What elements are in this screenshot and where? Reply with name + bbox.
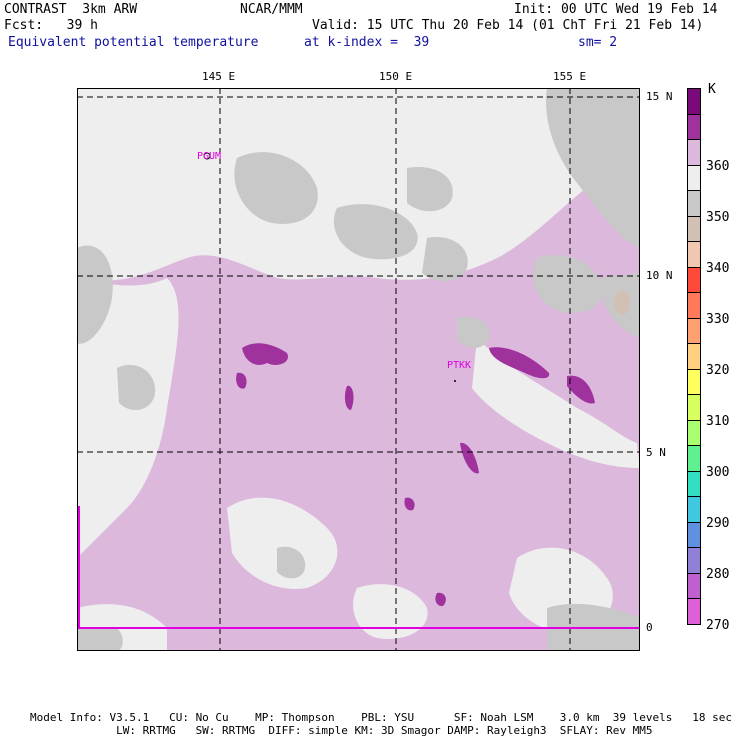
colorbar-swatch: [687, 419, 701, 446]
lon-label-145: 145 E: [202, 70, 236, 83]
lat-label-10n: 10 N: [646, 269, 673, 282]
colorbar-swatch: [687, 547, 701, 574]
colorbar-swatch: [687, 368, 701, 395]
colorbar-swatch: [687, 343, 701, 370]
colorbar-swatch: [687, 113, 701, 140]
tan-spot: [614, 291, 630, 315]
model-info-line2: LW: RRTMG SW: RRTMG DIFF: simple KM: 3D …: [30, 724, 653, 737]
colorbar-label-320: 320: [706, 363, 730, 378]
colorbar-swatch: [687, 470, 701, 497]
colorbar-label-360: 360: [706, 159, 730, 174]
colorbar-unit: K: [708, 82, 716, 97]
lon-label-150: 150 E: [379, 70, 413, 83]
colorbar-swatch: [687, 445, 701, 472]
colorbar-swatch: [687, 521, 701, 548]
model-info-line1: Model Info: V3.5.1 CU: No Cu MP: Thompso…: [30, 711, 732, 724]
field-name: Equivalent potential temperature: [8, 35, 259, 50]
map-panel: [77, 88, 640, 651]
colorbar-swatch: [687, 598, 701, 625]
colorbar-swatch: [687, 572, 701, 599]
pgum-marker: [203, 152, 211, 160]
lat-label-15n: 15 N: [646, 90, 673, 103]
colorbar-swatch: [687, 164, 701, 191]
colorbar-label-330: 330: [706, 312, 730, 327]
lat-label-0: 0: [646, 621, 653, 634]
colorbar-label-300: 300: [706, 465, 730, 480]
init-time: Init: 00 UTC Wed 19 Feb 14: [514, 2, 718, 17]
colorbar-label-290: 290: [706, 516, 730, 531]
colorbar-swatch: [687, 88, 701, 115]
colorbar-swatch: [687, 496, 701, 523]
colorbar-swatch: [687, 317, 701, 344]
level-info: at k-index = 39: [304, 35, 430, 50]
lon-label-155: 155 E: [553, 70, 587, 83]
colorbar-swatch: [687, 241, 701, 268]
institution: NCAR/MMM: [240, 2, 303, 17]
map-border: [77, 88, 640, 651]
valid-time: Valid: 15 UTC Thu 20 Feb 14 (01 ChT Fri …: [312, 18, 704, 33]
forecast-hour: Fcst: 39 h: [4, 18, 98, 33]
colorbar-swatch: [687, 215, 701, 242]
model-title: CONTRAST 3km ARW: [4, 2, 138, 17]
grey-fields: [77, 88, 640, 651]
colorbar-swatch: [687, 292, 701, 319]
station-label-ptkk: PTKK: [447, 360, 472, 371]
colorbar-swatch: [687, 266, 701, 293]
colorbar-label-350: 350: [706, 210, 730, 225]
colorbar-label-280: 280: [706, 567, 730, 582]
colorbar-label-310: 310: [706, 414, 730, 429]
colorbar-swatch: [687, 139, 701, 166]
colorbar-swatch: [687, 394, 701, 421]
colorbar-label-340: 340: [706, 261, 730, 276]
station-label-pgum: PGUM: [197, 151, 222, 162]
high-fields: [236, 343, 595, 607]
ptkk-marker: [454, 380, 456, 382]
colorbar-label-270: 270: [706, 618, 730, 633]
grid-lines: [77, 88, 640, 651]
smoothing-info: sm= 2: [578, 35, 618, 50]
lat-label-5n: 5 N: [646, 446, 666, 459]
colorbar-swatch: [687, 190, 701, 217]
